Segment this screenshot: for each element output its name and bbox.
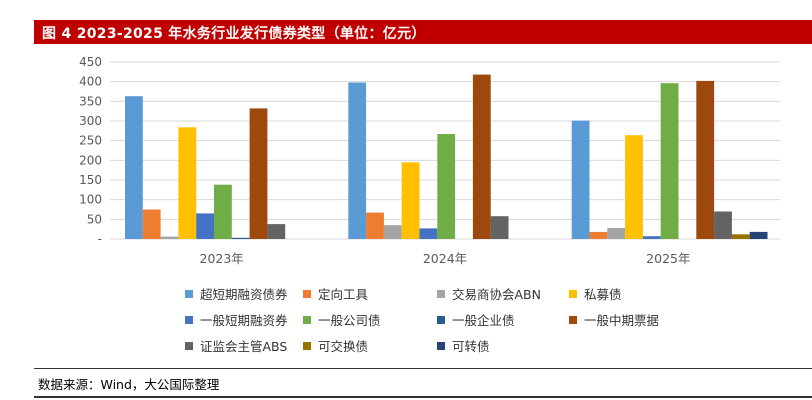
y-tick-label: 350 [79, 94, 102, 108]
y-tick-label: 450 [79, 55, 102, 69]
x-axis-ticks: 2023年 2024年 2025年 [200, 251, 691, 266]
bar [142, 209, 161, 239]
legend-swatch [437, 341, 445, 350]
chart-area: -50 100 150 200 250 300 350 400 450 2023年 2024年 20… [34, 44, 812, 368]
bar [383, 225, 402, 239]
legend-label: 一般中期票据 [584, 313, 660, 328]
y-tick-label: - [98, 232, 102, 246]
bar [589, 231, 608, 239]
legend-label: 私募债 [584, 287, 622, 302]
legend-label: 可转债 [452, 339, 490, 354]
legend-label: 超短期融资债券 [200, 287, 288, 302]
bar [660, 83, 679, 239]
legend-label: 可交换债 [318, 339, 369, 354]
divider-top [34, 368, 812, 369]
legend-item: 私募债 [569, 284, 622, 303]
bar [607, 228, 626, 239]
legend-swatch [303, 341, 311, 350]
legend-row: 一般短期融资券 一般公司债 一般企业债 一般中期票据 [185, 310, 745, 336]
y-tick-label: 150 [79, 173, 102, 187]
legend-label: 一般公司债 [318, 313, 381, 328]
divider-bottom [34, 396, 812, 398]
bar [696, 80, 715, 240]
legend-item: 超短期融资债券 [185, 284, 288, 303]
bar [366, 212, 384, 239]
bar [714, 211, 732, 239]
legend-swatch [185, 315, 193, 324]
bar [160, 236, 179, 239]
legend-label: 定向工具 [318, 287, 369, 302]
y-tick-label: 200 [79, 153, 102, 167]
x-tick-label: 2023年 [200, 251, 244, 266]
legend-swatch [303, 315, 311, 324]
legend-swatch [569, 315, 577, 324]
bar [401, 162, 420, 239]
legend-item: 定向工具 [303, 284, 368, 303]
bar [125, 96, 143, 239]
legend-label: 交易商协会ABN [452, 287, 541, 302]
bar [196, 213, 214, 239]
y-tick-label: 100 [79, 193, 102, 207]
legend-label: 证监会主管ABS [200, 339, 288, 354]
legend-item: 交易商协会ABN [437, 284, 541, 303]
bar [419, 228, 438, 239]
x-tick-label: 2025年 [646, 251, 690, 266]
bar [731, 234, 750, 239]
legend-item: 一般中期票据 [569, 310, 659, 329]
bar [178, 127, 197, 239]
legend-swatch [437, 289, 445, 298]
y-tick-label: 300 [79, 114, 102, 128]
bar [749, 231, 768, 239]
bar [642, 236, 661, 239]
legend-row: 超短期融资债券 定向工具 交易商协会ABN 私募债 [185, 284, 745, 310]
legend-item: 一般企业债 [437, 310, 515, 329]
legend-item: 一般公司债 [303, 310, 381, 329]
legend-row: 证监会主管ABS 可交换债 可转债 [185, 336, 745, 362]
legend-swatch [437, 315, 445, 324]
legend-swatch [569, 289, 577, 298]
legend: 超短期融资债券 定向工具 交易商协会ABN 私募债 一般短期融资券 一般公司债 一般企业债… [185, 284, 745, 362]
legend-item: 证监会主管ABS [185, 336, 287, 355]
x-tick-label: 2024年 [423, 251, 467, 266]
bar [214, 184, 232, 239]
legend-swatch [185, 341, 193, 350]
bar [348, 82, 367, 239]
title-bar: 图 4 2023-2025 年水务行业发行债券类型（单位：亿元） [34, 20, 812, 44]
bar [267, 224, 286, 239]
legend-item: 可交换债 [303, 336, 368, 355]
legend-swatch [185, 289, 193, 298]
chart-title: 图 4 2023-2025 年水务行业发行债券类型（单位：亿元） [42, 26, 426, 42]
bar [472, 74, 491, 239]
bar [625, 135, 643, 239]
bar [571, 120, 590, 239]
legend-item: 一般短期融资券 [185, 310, 288, 329]
source-note: 数据来源：Wind，大公国际整理 [38, 377, 220, 392]
y-tick-label: 400 [79, 75, 102, 89]
bar [249, 108, 268, 240]
legend-label: 一般企业债 [452, 313, 515, 328]
bar [490, 216, 509, 239]
y-tick-label: 50 [87, 212, 102, 226]
y-tick-label: 250 [79, 134, 102, 148]
legend-swatch [303, 289, 311, 298]
y-axis-ticks: - 50 100 150 200 250 300 350 400 450 [79, 55, 102, 246]
legend-item: 可转债 [437, 336, 490, 355]
bar [437, 134, 456, 239]
bars [125, 74, 768, 240]
legend-label: 一般短期融资券 [200, 313, 288, 328]
bar [231, 237, 250, 239]
